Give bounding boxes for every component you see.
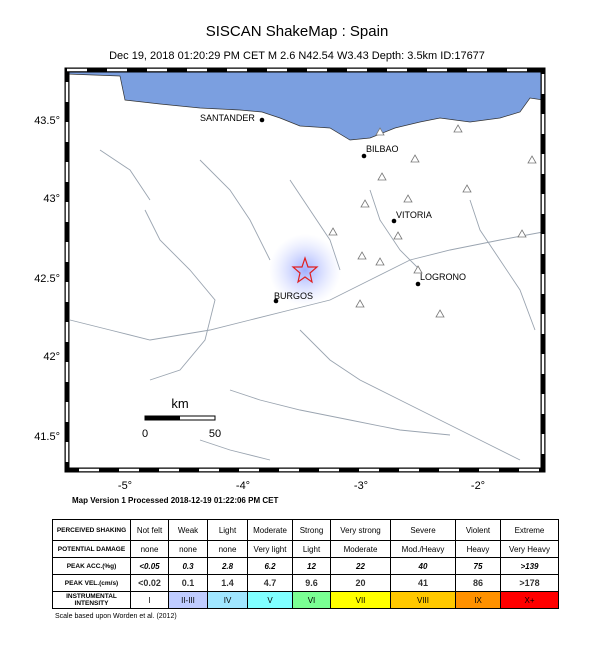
lat-label: 43°: [43, 193, 60, 205]
lat-label: 42°: [43, 351, 60, 363]
map: SANTANDER BILBAO VITORIA LOGRONO BURGOS …: [34, 67, 546, 492]
row-label: POTENTIAL DAMAGE: [52, 540, 131, 558]
table-cell: Very Heavy: [500, 540, 559, 558]
lon-labels: -5° -4° -3° -2°: [118, 480, 485, 492]
table-cell: Extreme: [500, 519, 559, 541]
scale-start: 0: [142, 428, 148, 440]
lon-label: -4°: [236, 480, 250, 492]
table-cell: Moderate: [330, 540, 391, 558]
city-dot: [259, 117, 265, 123]
table-row: INSTRUMENTAL INTENSITY I II-III IV V VI VII VII…: [52, 591, 559, 609]
table-cell: Not felt: [130, 519, 169, 541]
table-cell: Violent: [455, 519, 501, 541]
lat-label: 41.5°: [34, 431, 60, 443]
lon-label: -5°: [118, 480, 132, 492]
scale-end: 50: [209, 428, 221, 440]
city-label: LOGRONO: [420, 272, 466, 282]
table-cell: IX: [455, 591, 501, 609]
table-cell: Mod./Heavy: [390, 540, 456, 558]
table-cell: VII: [330, 591, 391, 609]
intensity-table: PERCEIVED SHAKING Not felt Weak Light Modera…: [52, 519, 559, 609]
table-cell: V: [247, 591, 293, 609]
title: SISCAN ShakeMap : Spain: [206, 23, 389, 40]
table-cell: none: [207, 540, 248, 558]
cities: SANTANDER BILBAO VITORIA LOGRONO BURGOS: [200, 113, 466, 304]
table-cell: VIII: [390, 591, 456, 609]
table-row: PEAK VEL.(cm/s) <0.02 0.1 1.4 4.7 9.6 20 41 86 >1…: [52, 574, 559, 592]
table-cell: Weak: [168, 519, 208, 541]
city-label: VITORIA: [396, 210, 432, 220]
table-cell: 12: [292, 557, 331, 575]
table-cell: 20: [330, 574, 391, 592]
city-dot: [391, 218, 397, 224]
table-cell: <0.02: [130, 574, 169, 592]
stations: [328, 124, 537, 318]
scale-bar: km 0 50: [142, 396, 221, 440]
table-cell: X+: [500, 591, 559, 609]
epicenter: [291, 256, 319, 284]
row-label: INSTRUMENTAL INTENSITY: [52, 591, 131, 609]
table-row: PERCEIVED SHAKING Not felt Weak Light Modera…: [52, 519, 559, 541]
table-cell: Very light: [247, 540, 293, 558]
table-cell: none: [168, 540, 208, 558]
table-cell: Light: [292, 540, 331, 558]
shaking-area: [269, 234, 341, 306]
table-cell: 22: [330, 557, 391, 575]
city-dot: [273, 298, 279, 304]
table-cell: 0.3: [168, 557, 208, 575]
row-label: PEAK VEL.(cm/s): [52, 574, 131, 592]
table-cell: 40: [390, 557, 456, 575]
table-row: POTENTIAL DAMAGE none none none Very light Li…: [52, 540, 559, 558]
table-cell: Severe: [390, 519, 456, 541]
table-cell: 4.7: [247, 574, 293, 592]
table-cell: 1.4: [207, 574, 248, 592]
sea: [66, 69, 544, 141]
table-row: PEAK ACC.(%g) <0.05 0.3 2.8 6.2 12 22 40 75 >139: [52, 557, 559, 575]
table-cell: 86: [455, 574, 501, 592]
row-label: PERCEIVED SHAKING: [52, 519, 131, 541]
city-label: BURGOS: [274, 291, 313, 301]
map-figure: SISCAN ShakeMap : Spain Dec 19, 2018 01:…: [34, 23, 546, 505]
table-cell: <0.05: [130, 557, 169, 575]
frame: [64, 67, 546, 473]
footnote: Scale based upon Worden et al. (2012): [55, 613, 177, 620]
table-cell: >139: [500, 557, 559, 575]
table-cell: Very strong: [330, 519, 391, 541]
table-cell: 75: [455, 557, 501, 575]
city-dot: [361, 153, 367, 159]
table-cell: VI: [292, 591, 331, 609]
table-cell: 9.6: [292, 574, 331, 592]
lat-labels: 43.5° 43° 42.5° 42° 41.5°: [34, 115, 60, 443]
row-label: PEAK ACC.(%g): [52, 557, 131, 575]
lat-label: 43.5°: [34, 115, 60, 127]
table-cell: 0.1: [168, 574, 208, 592]
table-cell: none: [130, 540, 169, 558]
table-cell: 41: [390, 574, 456, 592]
table-cell: >178: [500, 574, 559, 592]
table-cell: II-III: [168, 591, 208, 609]
lon-label: -3°: [354, 480, 368, 492]
processed-note: Map Version 1 Processed 2018-12-19 01:22…: [72, 496, 278, 505]
scale-unit: km: [171, 396, 188, 411]
city-label: BILBAO: [366, 144, 399, 154]
lat-label: 42.5°: [34, 273, 60, 285]
table-cell: Heavy: [455, 540, 501, 558]
table-cell: 6.2: [247, 557, 293, 575]
table-cell: 2.8: [207, 557, 248, 575]
table-cell: IV: [207, 591, 248, 609]
table-cell: Light: [207, 519, 248, 541]
lon-label: -2°: [471, 480, 485, 492]
city-dot: [415, 281, 421, 287]
city-label: SANTANDER: [200, 113, 255, 123]
table-cell: Moderate: [247, 519, 293, 541]
table-cell: Strong: [292, 519, 331, 541]
subtitle: Dec 19, 2018 01:20:29 PM CET M 2.6 N42.5…: [109, 50, 485, 62]
table-cell: I: [130, 591, 169, 609]
